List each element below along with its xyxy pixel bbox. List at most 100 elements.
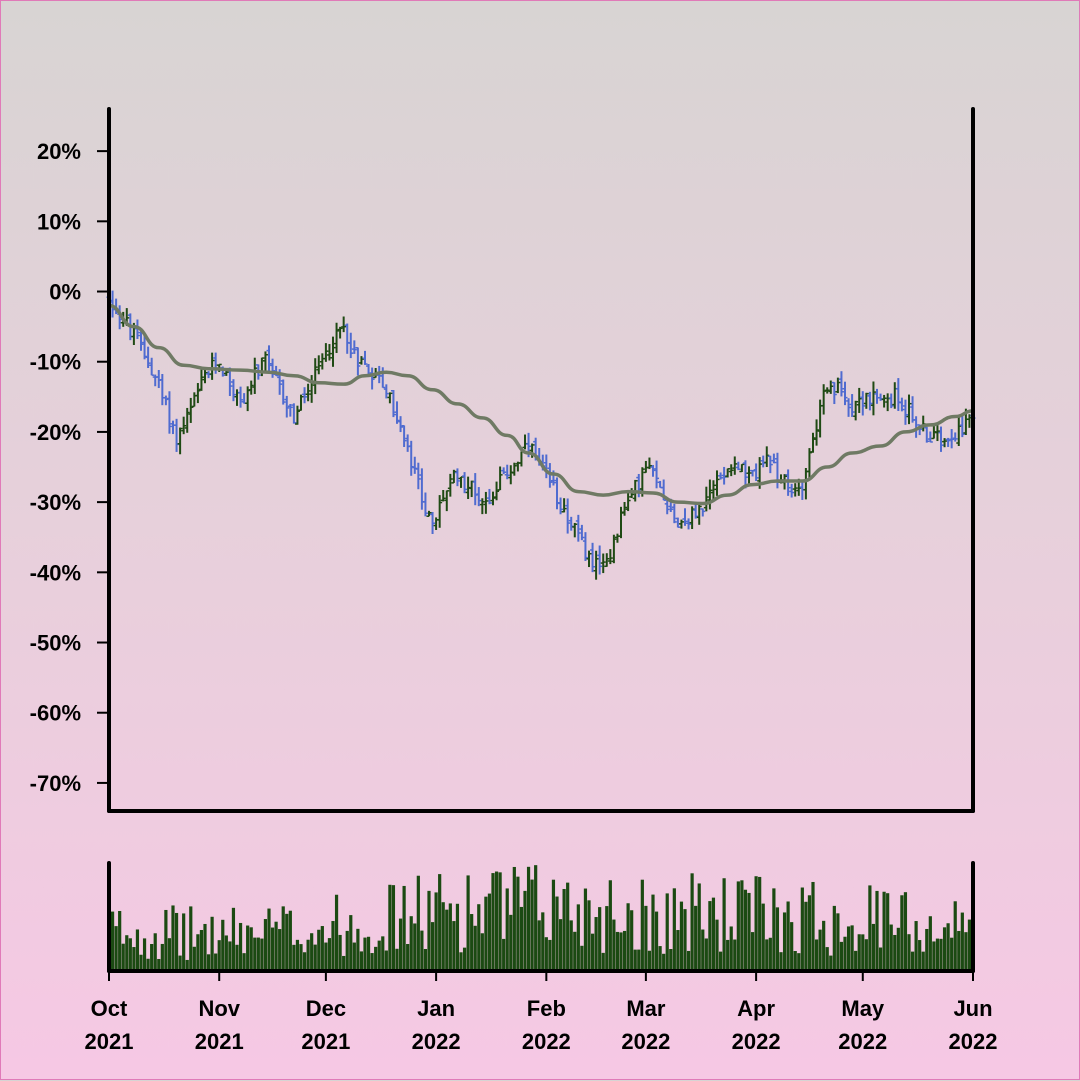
volume-bar <box>345 930 349 971</box>
volume-bar <box>231 907 236 971</box>
volume-bar <box>569 920 573 971</box>
volume-bar <box>925 928 929 971</box>
volume-bar <box>580 945 584 971</box>
volume-bar <box>263 919 268 971</box>
volume-bar <box>665 893 669 971</box>
volume-bar <box>377 940 381 971</box>
volume-bar <box>228 941 232 971</box>
volume-bar <box>594 917 598 971</box>
volume-bar <box>509 914 513 971</box>
volume-bar <box>562 888 566 971</box>
volume-bar <box>146 958 150 971</box>
volume-bar <box>686 950 691 971</box>
volume-bar <box>733 939 737 971</box>
x-tick-label-month: Oct <box>91 996 128 1021</box>
volume-bar <box>669 948 673 971</box>
volume-bar <box>694 905 698 971</box>
volume-bar <box>178 955 182 971</box>
volume-bar <box>633 949 637 971</box>
volume-bar <box>903 892 908 971</box>
volume-bar <box>505 888 509 971</box>
volume-bar <box>288 910 292 971</box>
x-tick-label-month: Dec <box>306 996 346 1021</box>
volume-bar <box>498 872 502 971</box>
volume-bar <box>327 938 332 971</box>
volume-bar <box>167 938 172 971</box>
volume-bar <box>459 952 463 971</box>
volume-bar <box>462 947 467 971</box>
volume-bar <box>790 922 794 971</box>
volume-bar <box>249 927 253 971</box>
volume-bar <box>775 907 780 971</box>
volume-bar <box>338 934 342 971</box>
volume-bar <box>782 912 787 971</box>
moving-average-line <box>107 303 975 506</box>
volume-bar <box>850 925 854 971</box>
volume-bar <box>558 919 563 971</box>
volume-bar <box>854 950 858 971</box>
volume-bar <box>299 944 303 971</box>
volume-bar <box>701 929 705 971</box>
volume-bar <box>882 891 886 971</box>
volume-bar <box>608 880 612 971</box>
y-tick-label: -50% <box>30 631 81 656</box>
volume-bar <box>573 931 577 971</box>
volume-bar <box>352 942 356 971</box>
volume-bar <box>334 894 339 971</box>
volume-bar <box>893 934 897 971</box>
volume-bar <box>253 937 257 971</box>
volume-bar <box>811 881 815 971</box>
volume-bar <box>224 935 228 971</box>
volume-bar <box>654 911 659 971</box>
volume-bar <box>494 871 499 971</box>
volume-bar <box>430 922 435 971</box>
volume-bar <box>601 952 605 971</box>
volume-bar <box>683 909 687 971</box>
volume-bar <box>750 932 755 971</box>
volume-bar <box>576 904 580 971</box>
volume-bar <box>907 934 911 971</box>
volume-bar <box>829 955 833 971</box>
volume-bar <box>185 959 189 971</box>
volume-bar <box>423 948 428 971</box>
volume-bar <box>135 929 140 971</box>
volume-bar <box>772 888 776 971</box>
volume-bar <box>270 927 275 971</box>
volume-bar <box>302 952 307 971</box>
x-tick-label-month: Jan <box>417 996 455 1021</box>
volume-bar <box>242 953 246 971</box>
volume-bar <box>128 938 132 971</box>
volume-bar <box>939 938 943 971</box>
volume-bar <box>157 958 161 971</box>
volume-bar <box>470 914 474 971</box>
volume-bar <box>313 944 317 971</box>
volume-bar <box>590 933 595 971</box>
volume-bar <box>960 912 964 971</box>
volume-bar <box>861 934 865 971</box>
volume-bar <box>644 905 648 971</box>
volume-bar <box>356 928 360 971</box>
volume-bar <box>754 876 758 971</box>
volume-bar <box>125 935 129 971</box>
volume-bar <box>196 934 200 971</box>
volume-bar <box>619 932 623 971</box>
volume-bar <box>530 879 534 971</box>
x-tick-label-year: 2022 <box>838 1029 887 1054</box>
volume-bar <box>534 865 538 971</box>
volume-bar <box>402 885 406 971</box>
volume-bar <box>363 937 367 971</box>
volume-bar <box>502 938 506 971</box>
volume-bar <box>160 943 164 971</box>
x-tick-label-month: Apr <box>737 996 775 1021</box>
volume-bar <box>950 937 954 971</box>
volume-panel <box>107 865 975 971</box>
volume-bar <box>690 873 694 971</box>
volume-bar <box>448 903 452 971</box>
volume-bar <box>640 879 644 971</box>
volume-bar <box>153 933 157 971</box>
x-tick-label-year: 2022 <box>732 1029 781 1054</box>
volume-bar <box>846 926 851 971</box>
volume-bar <box>189 906 193 971</box>
volume-bar <box>164 909 168 971</box>
